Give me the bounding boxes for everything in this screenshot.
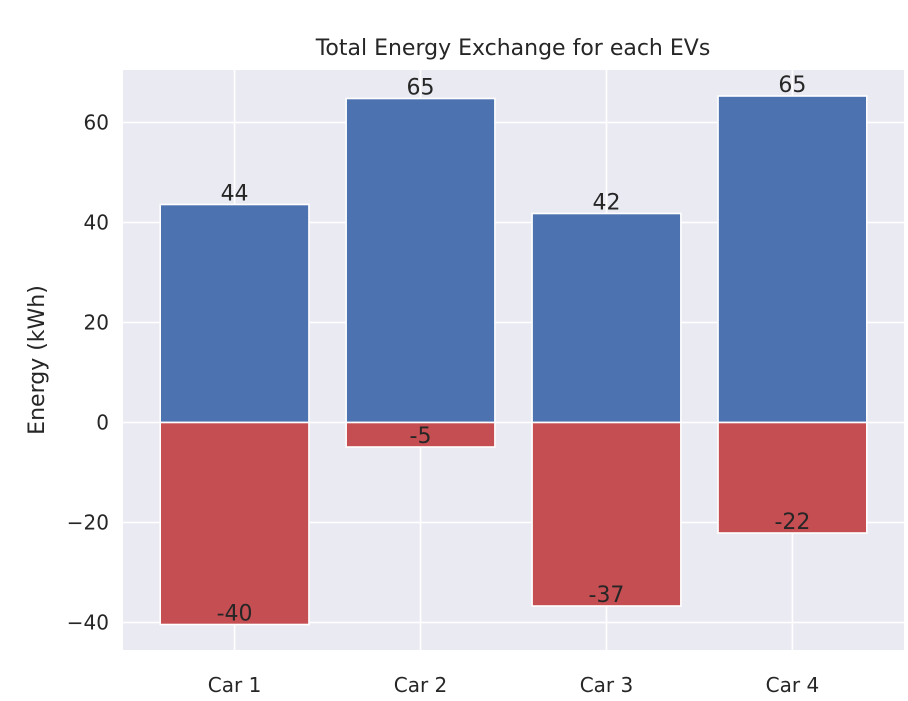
y-tick-label: 60 [84, 111, 109, 135]
y-axis-label: Energy (kWh) [25, 285, 50, 435]
negative-bar-3 [531, 421, 682, 607]
bar-labels: 44 65 42 65 -40 -5 -37 -22 [217, 73, 811, 627]
negative-bar-1 [159, 421, 310, 626]
negative-value-label-3: -37 [589, 583, 625, 608]
positive-bar-3 [531, 212, 682, 424]
y-tick-label: 20 [84, 311, 109, 335]
negative-value-label-2: -5 [410, 424, 432, 449]
y-tick-label: 0 [96, 411, 109, 435]
y-tick-label: 40 [84, 211, 109, 235]
positive-value-label-2: 65 [407, 76, 435, 101]
y-tick-label: −40 [67, 611, 109, 635]
x-tick-label: Car 1 [208, 673, 262, 697]
negative-value-label-1: -40 [217, 602, 253, 627]
bars [159, 95, 868, 626]
negative-bar-2 [345, 421, 496, 448]
positive-value-label-4: 65 [778, 73, 806, 98]
positive-bar-4 [717, 95, 868, 424]
positive-bar-1 [159, 203, 310, 424]
negative-bar-4 [717, 421, 868, 534]
y-ticks: −40 −20 0 20 40 60 [67, 111, 109, 635]
negative-value-label-4: -22 [774, 510, 810, 535]
positive-value-label-1: 44 [221, 182, 249, 207]
chart-title: Total Energy Exchange for each EVs [315, 36, 711, 61]
x-ticks: Car 1 Car 2 Car 3 Car 4 [208, 673, 819, 697]
x-tick-label: Car 2 [394, 673, 448, 697]
positive-bar-2 [345, 97, 496, 424]
x-tick-label: Car 3 [580, 673, 634, 697]
y-tick-label: −20 [67, 511, 109, 535]
positive-value-label-3: 42 [592, 191, 620, 216]
x-tick-label: Car 4 [766, 673, 820, 697]
